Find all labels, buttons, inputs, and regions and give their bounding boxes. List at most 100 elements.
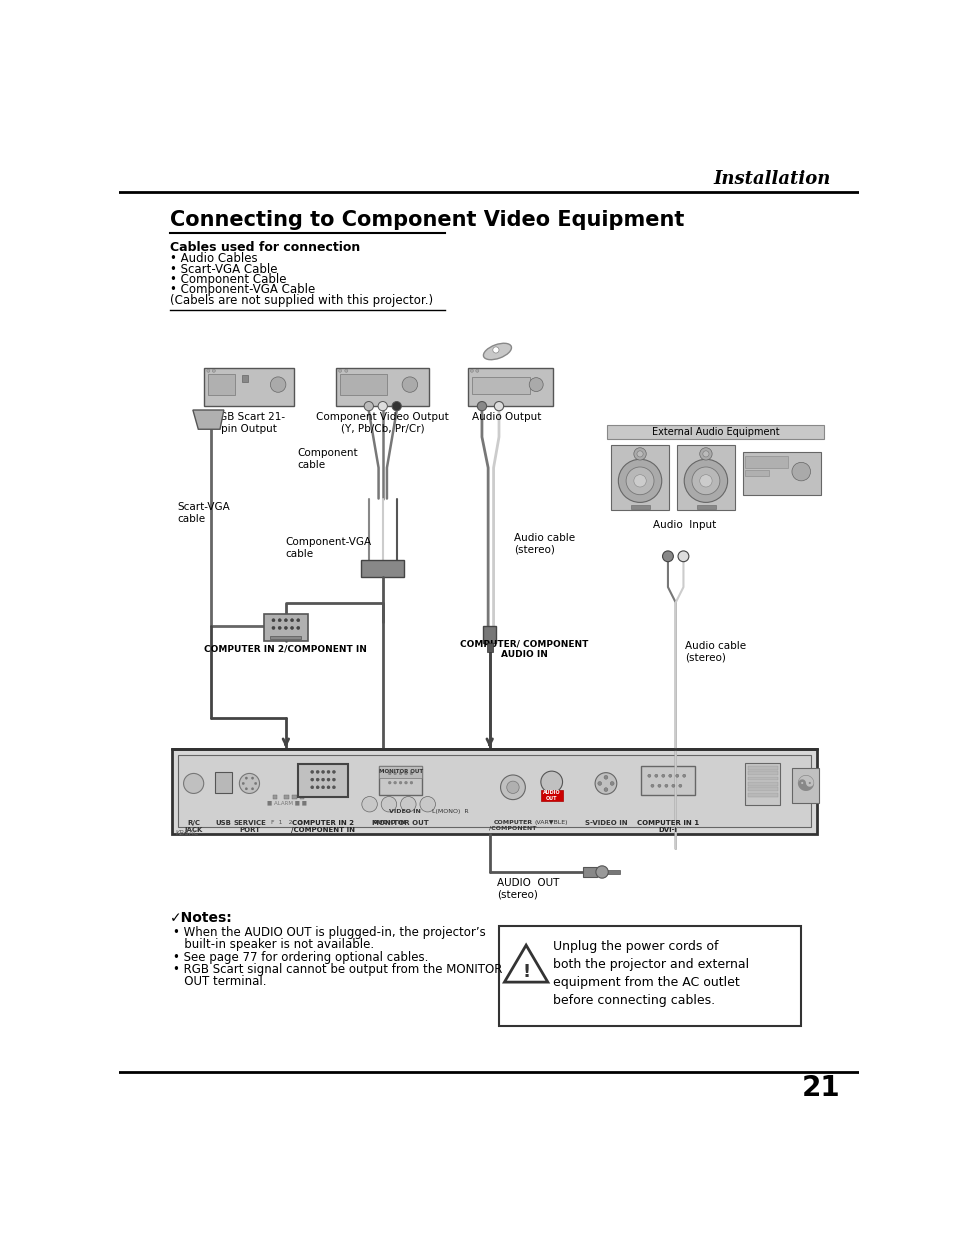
Circle shape — [668, 774, 671, 777]
Circle shape — [398, 772, 401, 774]
Bar — [582, 867, 596, 877]
Circle shape — [404, 782, 407, 784]
Circle shape — [392, 401, 401, 411]
Circle shape — [494, 401, 503, 411]
Circle shape — [315, 771, 319, 773]
Circle shape — [311, 785, 314, 789]
Text: (VAR▼BLE): (VAR▼BLE) — [535, 820, 568, 825]
Circle shape — [252, 777, 253, 779]
Circle shape — [603, 776, 607, 779]
Text: built-in speaker is not available.: built-in speaker is not available. — [173, 939, 375, 951]
Circle shape — [702, 451, 708, 457]
Circle shape — [332, 771, 335, 773]
Bar — [486, 642, 493, 652]
Text: R/C
JACK: R/C JACK — [184, 820, 203, 832]
Circle shape — [595, 773, 617, 794]
Text: !: ! — [521, 963, 530, 981]
Circle shape — [242, 782, 244, 784]
Circle shape — [664, 784, 667, 787]
Text: • Scart-VGA Cable: • Scart-VGA Cable — [170, 263, 276, 275]
Circle shape — [596, 866, 608, 878]
Bar — [742, 452, 820, 495]
Circle shape — [476, 401, 486, 411]
Circle shape — [327, 785, 330, 789]
Text: L(MONO)  R: L(MONO) R — [431, 809, 468, 814]
Circle shape — [284, 619, 287, 621]
Text: Scart-VGA
cable: Scart-VGA cable — [177, 503, 230, 524]
Text: COMPUTER
/COMPONENT: COMPUTER /COMPONENT — [489, 820, 537, 830]
Bar — [204, 368, 294, 406]
Bar — [630, 505, 649, 509]
Circle shape — [315, 785, 319, 789]
Circle shape — [625, 467, 654, 495]
Circle shape — [679, 784, 681, 787]
Bar — [335, 368, 429, 406]
Bar — [696, 505, 716, 509]
Text: AUDIO  OUT
(stereo): AUDIO OUT (stereo) — [497, 878, 559, 900]
Text: Connecting to Component Video Equipment: Connecting to Component Video Equipment — [170, 210, 683, 230]
Text: MONITOR OUT: MONITOR OUT — [372, 820, 429, 826]
Bar — [378, 766, 422, 795]
Text: S-VIDEO IN: S-VIDEO IN — [584, 820, 627, 826]
Circle shape — [540, 771, 562, 793]
Bar — [298, 764, 348, 797]
Text: ■ ALARM ■ ■: ■ ALARM ■ ■ — [267, 800, 306, 805]
Circle shape — [654, 774, 658, 777]
Text: • Component Cable: • Component Cable — [170, 273, 286, 287]
Text: AUDIO
OUT: AUDIO OUT — [542, 790, 560, 802]
Text: VIDEO IN: VIDEO IN — [389, 809, 420, 814]
Circle shape — [661, 774, 664, 777]
Circle shape — [321, 771, 324, 773]
Bar — [747, 793, 778, 797]
Bar — [214, 772, 232, 793]
Circle shape — [529, 378, 542, 391]
Circle shape — [506, 782, 518, 793]
Bar — [264, 614, 307, 641]
Circle shape — [500, 776, 525, 799]
Text: MONITOR OUT: MONITOR OUT — [378, 769, 422, 774]
Circle shape — [344, 369, 348, 372]
Text: COMPUTER IN 2/COMPONENT IN: COMPUTER IN 2/COMPONENT IN — [204, 645, 367, 653]
Text: (Cabels are not supplied with this projector.): (Cabels are not supplied with this proje… — [170, 294, 433, 306]
Circle shape — [682, 774, 685, 777]
Circle shape — [332, 778, 335, 782]
Circle shape — [291, 619, 294, 621]
Bar — [747, 787, 778, 792]
Text: • RGB Scart signal cannot be output from the MONITOR: • RGB Scart signal cannot be output from… — [173, 963, 502, 976]
Bar — [611, 445, 669, 510]
Bar — [640, 766, 695, 795]
Circle shape — [598, 782, 601, 785]
Circle shape — [296, 626, 299, 630]
Text: KB3AC: KB3AC — [175, 830, 199, 836]
Circle shape — [278, 626, 281, 630]
Text: Cables used for connection: Cables used for connection — [170, 241, 359, 253]
Bar — [540, 790, 562, 802]
Bar — [178, 755, 810, 827]
Circle shape — [315, 778, 319, 782]
Circle shape — [699, 474, 711, 487]
Circle shape — [610, 782, 614, 785]
Circle shape — [402, 377, 417, 393]
Circle shape — [364, 401, 373, 411]
Circle shape — [327, 771, 330, 773]
Bar — [744, 471, 768, 477]
Circle shape — [678, 551, 688, 562]
Circle shape — [296, 619, 299, 621]
Circle shape — [410, 782, 413, 784]
Circle shape — [327, 778, 330, 782]
Circle shape — [618, 459, 661, 503]
Bar — [747, 782, 778, 785]
Bar — [472, 377, 530, 394]
Polygon shape — [504, 945, 547, 982]
Circle shape — [637, 451, 642, 457]
Text: USB: USB — [215, 820, 231, 826]
Circle shape — [398, 782, 401, 784]
Circle shape — [245, 777, 247, 779]
Bar — [744, 456, 787, 468]
Text: Audio Output: Audio Output — [472, 412, 540, 422]
Circle shape — [691, 467, 720, 495]
Text: F  1   2   3: F 1 2 3 — [271, 820, 302, 825]
Text: 21: 21 — [801, 1073, 839, 1102]
Text: Component-VGA
cable: Component-VGA cable — [286, 537, 372, 558]
Circle shape — [633, 474, 645, 487]
